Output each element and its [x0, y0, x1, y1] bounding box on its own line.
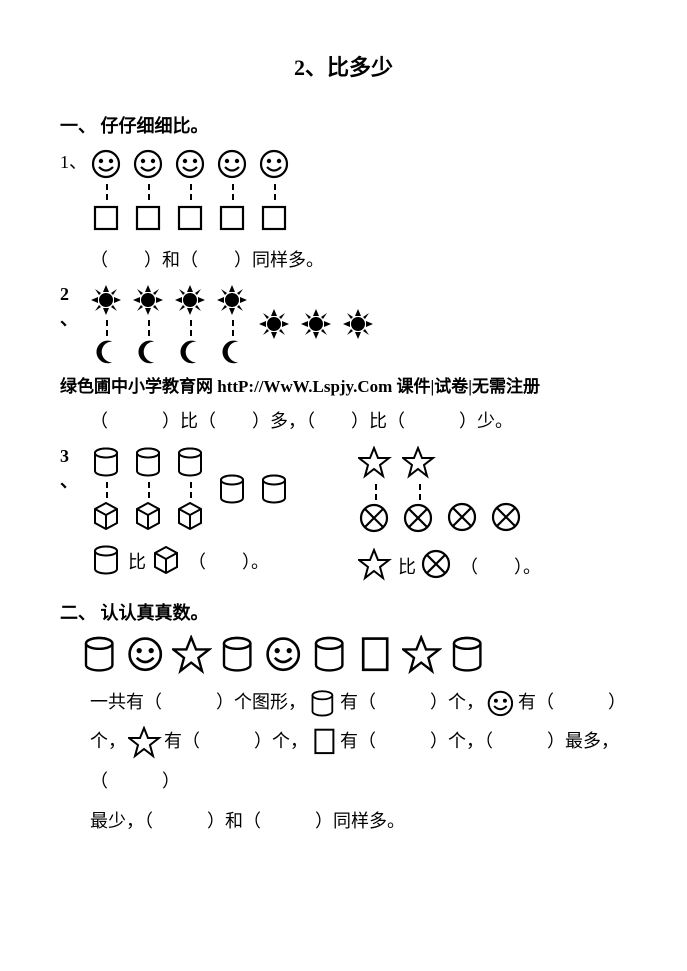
moon-icon [177, 338, 205, 366]
sun-icon [342, 308, 376, 342]
sun-icon [174, 284, 208, 318]
moon-icon [135, 338, 163, 366]
moon-icon [93, 338, 121, 366]
cylinder-icon [174, 446, 208, 480]
cylinder-icon [310, 635, 350, 675]
smiley-icon [126, 635, 166, 675]
question-1: 1、 [60, 148, 627, 236]
section1-title: 一、 仔仔细细比。 [60, 112, 627, 138]
sun-icon [258, 308, 292, 342]
moon-icon [219, 338, 247, 366]
q3-right: 比 （ ）。 [358, 446, 541, 584]
q2-answer-line: （ ）比（ ）多，（ ）比（ ）少。 [90, 405, 627, 437]
question-2: 2 、 [60, 284, 627, 366]
star-icon [402, 635, 442, 675]
s2-t3: 有（ ） [518, 692, 626, 712]
cylinder-icon [80, 635, 120, 675]
smiley-icon [216, 148, 250, 182]
s2-t1: 一共有（ ）个图形， [90, 692, 306, 712]
section2-icons [80, 635, 627, 675]
q3-left-pre: 比 [128, 548, 146, 574]
circlex-icon [446, 501, 482, 537]
q3-left-post: （ ）。 [188, 548, 269, 574]
square-icon [132, 202, 166, 236]
q3-left: 比 （ ）。 [90, 446, 298, 584]
cube-icon [174, 500, 208, 534]
cylinder-icon [218, 635, 258, 675]
rect-icon [310, 727, 338, 759]
smiley-icon [132, 148, 166, 182]
sun-icon [300, 308, 334, 342]
sun-icon [90, 284, 124, 318]
smiley-icon [174, 148, 208, 182]
square-icon [174, 202, 208, 236]
cylinder-icon [258, 473, 292, 507]
q3-right-post: （ ）。 [460, 553, 541, 579]
star-icon [128, 726, 162, 760]
q1-icons [90, 148, 627, 236]
square-icon [258, 202, 292, 236]
star-icon [402, 446, 438, 482]
cylinder-icon [90, 446, 124, 480]
smiley-icon [264, 635, 304, 675]
smiley-icon [486, 689, 516, 719]
cylinder-icon [448, 635, 488, 675]
q3-right-pre: 比 [398, 553, 416, 579]
section2-text: 一共有（ ）个图形，有（ ）个，有（ ） 个，有（ ）个，有（ ）个，（ ）最多… [90, 683, 627, 841]
q3-number: 3 、 [60, 446, 90, 493]
page-title: 2、比多少 [60, 50, 627, 82]
s2-t7: 最少，（ ）和（ ）同样多。 [90, 811, 405, 831]
question-3: 3 、 比 （ ）。 [60, 446, 627, 584]
cube-icon [90, 500, 124, 534]
circlex-icon [358, 502, 394, 538]
sun-icon [216, 284, 250, 318]
square-icon [216, 202, 250, 236]
smiley-icon [90, 148, 124, 182]
cylinder-icon [308, 689, 338, 719]
star-icon [358, 548, 394, 584]
star-icon [172, 635, 212, 675]
smiley-icon [258, 148, 292, 182]
circlex-icon [420, 548, 456, 584]
cube-icon [132, 500, 166, 534]
q1-number: 1、 [60, 148, 90, 174]
s2-t5: 有（ ）个， [164, 731, 308, 751]
star-icon [358, 446, 394, 482]
sun-icon [132, 284, 166, 318]
watermark-text: 绿色圃中小学教育网 httP://WwW.Lspjy.Com 课件|试卷|无需注… [60, 372, 627, 397]
cylinder-icon [216, 473, 250, 507]
rect-icon [356, 635, 396, 675]
s2-t4: 个， [90, 731, 126, 751]
cube-icon [150, 544, 184, 578]
square-icon [90, 202, 124, 236]
cylinder-icon [90, 544, 124, 578]
q1-answer-line: （ ）和（ ）同样多。 [90, 244, 627, 276]
q2-number: 2 、 [60, 284, 90, 331]
circlex-icon [490, 501, 526, 537]
circlex-icon [402, 502, 438, 538]
cylinder-icon [132, 446, 166, 480]
q2-icons [90, 284, 627, 366]
s2-t2: 有（ ）个， [340, 692, 484, 712]
section2-title: 二、 认认真真数。 [60, 599, 627, 625]
